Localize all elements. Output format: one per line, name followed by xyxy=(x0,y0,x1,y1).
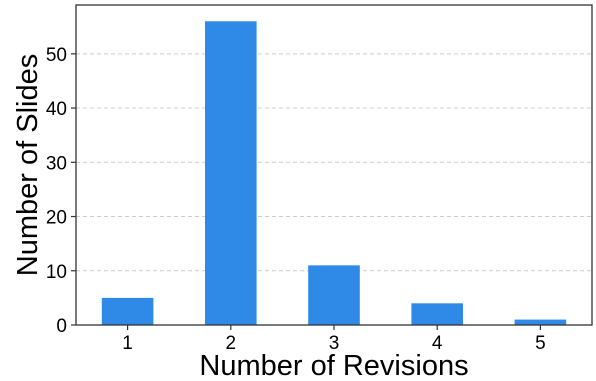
y-tick-label: 30 xyxy=(46,153,67,174)
y-tick-label: 20 xyxy=(46,208,67,229)
bar-5 xyxy=(514,319,567,325)
y-axis-title: Number of Slides xyxy=(12,54,44,276)
bar-4 xyxy=(411,303,463,325)
x-tick-label: 5 xyxy=(535,333,546,354)
bar-1 xyxy=(101,297,154,325)
x-axis-ticks: 1 2 3 4 5 xyxy=(122,325,546,354)
x-tick-label: 4 xyxy=(432,333,443,354)
bar-2 xyxy=(205,21,257,326)
grid-layer xyxy=(76,53,592,272)
y-tick-label: 40 xyxy=(46,99,67,120)
x-tick-label: 1 xyxy=(122,333,133,354)
x-tick-label: 3 xyxy=(329,333,340,354)
y-axis-ticks: 0 10 20 30 40 50 xyxy=(46,45,76,337)
bar-3 xyxy=(308,265,360,325)
x-tick-label: 2 xyxy=(226,333,237,354)
y-tick-label: 50 xyxy=(46,45,67,66)
x-axis-title: Number of Revisions xyxy=(199,350,468,381)
y-tick-label: 10 xyxy=(46,262,67,283)
y-tick-label: 0 xyxy=(56,316,67,337)
bars-layer xyxy=(101,21,567,326)
